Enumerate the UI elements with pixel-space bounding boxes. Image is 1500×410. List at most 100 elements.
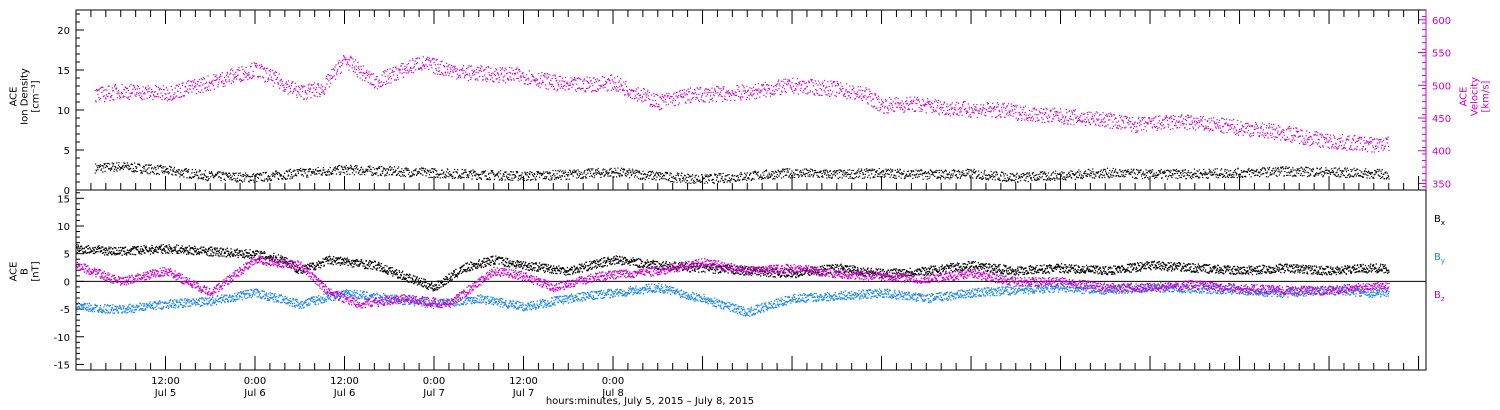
data-point: [552, 84, 554, 86]
data-point: [1138, 170, 1140, 172]
data-point: [174, 171, 176, 173]
data-point: [172, 98, 174, 100]
data-point: [1100, 173, 1102, 175]
data-point: [1259, 171, 1261, 173]
data-point: [479, 75, 481, 78]
data-point: [1008, 179, 1010, 181]
data-point: [1332, 171, 1335, 173]
data-point: [1296, 168, 1298, 170]
data-point: [765, 169, 768, 171]
data-point: [596, 90, 598, 93]
data-point: [211, 81, 213, 83]
data-point: [374, 172, 376, 174]
data-point: [415, 174, 418, 177]
data-point: [347, 64, 350, 66]
data-point: [480, 65, 482, 67]
data-point: [127, 167, 129, 169]
data-point: [139, 165, 141, 167]
data-point: [140, 93, 142, 95]
data-point: [990, 170, 992, 173]
data-point: [786, 84, 788, 86]
data-point: [517, 72, 519, 74]
data-point: [1210, 171, 1212, 173]
data-point: [364, 77, 367, 79]
data-point: [737, 95, 739, 98]
data-point: [202, 91, 204, 93]
data-point: [124, 95, 126, 98]
data-point: [564, 89, 566, 91]
data-point: [777, 80, 779, 83]
data-point: [440, 60, 442, 63]
data-point: [577, 174, 579, 176]
data-point: [256, 64, 258, 67]
data-point: [835, 95, 837, 97]
data-point: [398, 170, 400, 172]
data-point: [644, 99, 646, 101]
data-point: [126, 162, 129, 164]
data-point: [1158, 173, 1160, 175]
data-point: [368, 71, 370, 73]
data-point: [668, 179, 670, 182]
data-point: [390, 82, 392, 84]
data-point: [630, 174, 632, 177]
data-point: [362, 170, 364, 172]
data-point: [166, 96, 168, 99]
data-point: [1235, 172, 1237, 174]
data-point: [821, 172, 823, 175]
data-point: [956, 170, 958, 173]
data-point: [528, 79, 530, 81]
data-point: [603, 84, 605, 87]
data-point: [505, 69, 507, 71]
data-point: [397, 76, 399, 79]
data-point: [598, 172, 601, 174]
data-point: [359, 170, 361, 172]
data-point: [177, 90, 179, 92]
data-point: [172, 170, 175, 172]
data-point: [1259, 169, 1262, 171]
data-point: [641, 173, 643, 175]
data-point: [1037, 178, 1039, 181]
data-point: [726, 90, 728, 92]
data-point: [506, 177, 509, 180]
data-point: [134, 165, 137, 168]
data-point: [1090, 175, 1092, 177]
data-point: [542, 174, 544, 176]
data-point: [739, 96, 741, 98]
data-point: [147, 173, 149, 175]
data-point: [259, 76, 261, 78]
data-point: [149, 164, 151, 166]
data-point: [134, 169, 136, 172]
data-point: [481, 79, 483, 81]
data-point: [1347, 174, 1349, 177]
data-point: [346, 173, 348, 176]
data-point: [483, 171, 485, 174]
data-point: [1206, 172, 1208, 174]
data-point: [169, 169, 172, 171]
data-point: [528, 172, 530, 174]
data-point: [777, 169, 779, 171]
data-point: [1343, 174, 1345, 177]
data-point: [674, 178, 676, 180]
data-point: [869, 168, 871, 171]
data-point: [1181, 169, 1183, 171]
data-point: [685, 176, 688, 178]
data-point: [137, 84, 139, 87]
data-point: [344, 167, 347, 169]
data-point: [1193, 174, 1195, 176]
data-point: [1262, 167, 1264, 169]
data-point: [700, 99, 702, 101]
data-point: [1012, 174, 1015, 176]
data-point: [1107, 175, 1109, 177]
data-point: [702, 178, 705, 180]
data-point: [772, 171, 774, 173]
data-point: [185, 82, 188, 84]
data-point: [354, 168, 356, 170]
data-point: [542, 178, 544, 180]
data-point: [107, 162, 109, 165]
data-point: [174, 87, 176, 89]
data-point: [1023, 174, 1025, 177]
data-point: [765, 89, 767, 91]
data-point: [1041, 176, 1043, 178]
data-point: [381, 172, 384, 174]
data-point: [900, 173, 902, 175]
